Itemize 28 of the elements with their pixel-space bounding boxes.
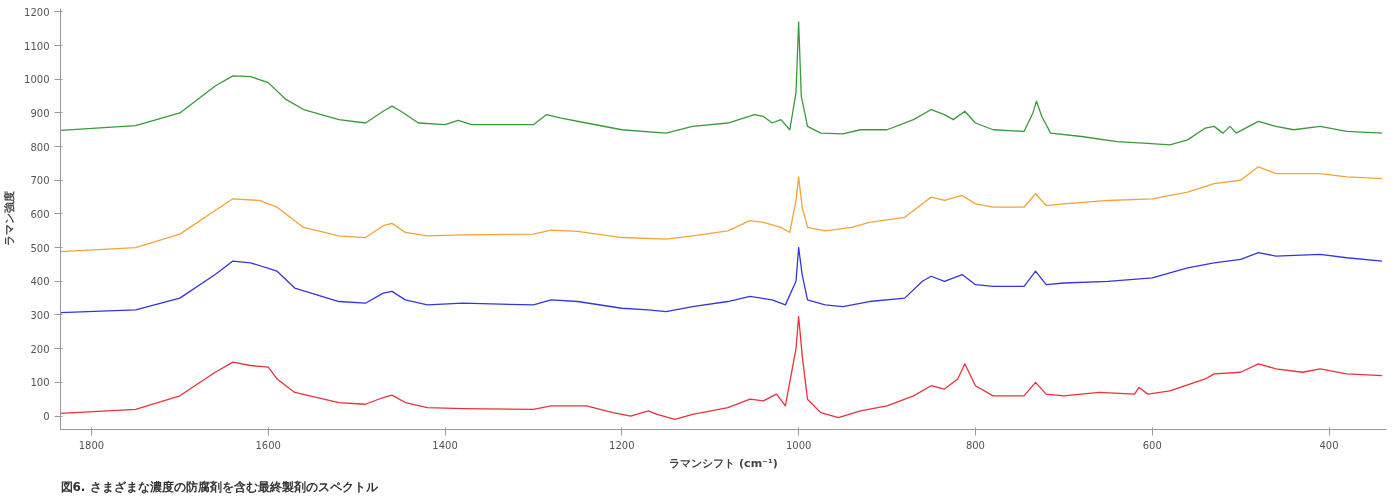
y-tick-label: 1200 [24, 6, 50, 18]
y-tick-label: 800 [30, 141, 50, 153]
caption: 図6. さまざまな濃度の防腐剤を含む最終製剤のスペクトル [60, 479, 379, 494]
y-tick-label: 0 [43, 411, 50, 423]
line-series [60, 166, 1383, 253]
x-tick-label: 1600 [255, 439, 281, 451]
line-series [60, 246, 1383, 314]
y-tick-label: 200 [30, 343, 50, 355]
y-tick-label: 700 [30, 175, 50, 187]
y-tick-label: 900 [30, 107, 50, 119]
y-tick-label: 1000 [24, 74, 50, 86]
x-tick-label: 1200 [609, 439, 635, 451]
x-tick-label: 400 [1319, 439, 1339, 451]
x-tick-label: 1800 [78, 439, 105, 451]
x-tick-label: 1000 [785, 439, 812, 451]
x-tick-label: 600 [1142, 439, 1162, 451]
y-tick-label: 1100 [24, 40, 50, 52]
y-tick-label: 100 [30, 377, 50, 389]
x-tick-label: 1400 [432, 439, 458, 451]
y-tick-label: 300 [30, 309, 50, 321]
y-tick-label: 600 [30, 208, 50, 220]
y-tick-label: 500 [30, 242, 50, 254]
x-axis-title: ラマンシフト (cm⁻¹) [669, 456, 778, 470]
y-tick-label: 400 [30, 276, 50, 288]
y-axis-title: ラマン強度 [3, 191, 17, 247]
line-series [60, 21, 1383, 146]
line-series [60, 316, 1383, 421]
x-tick-label: 800 [965, 439, 985, 451]
